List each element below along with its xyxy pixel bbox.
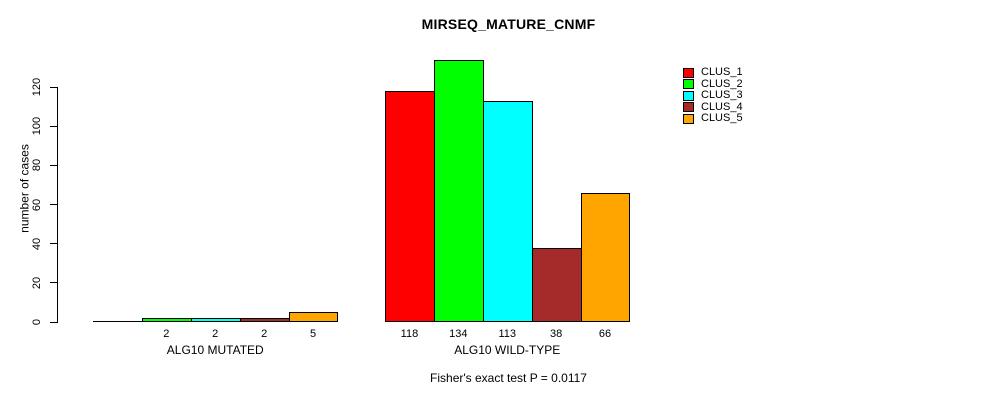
bar-clus_2-group1	[141, 318, 192, 322]
bar-value-label: 66	[598, 328, 612, 340]
bar-value-label: 5	[309, 328, 317, 340]
bar-value-label: 38	[550, 328, 563, 340]
bar-clus_5-group1	[288, 312, 339, 322]
legend-label: CLUS_3	[701, 89, 743, 102]
chart-title: MIRSEQ_MATURE_CNMF	[421, 16, 596, 32]
y-tick-label: 40	[31, 237, 43, 250]
bar-clus_1-group1-zero	[93, 321, 143, 322]
bar-value-label: 118	[400, 328, 419, 340]
legend-label: CLUS_2	[701, 77, 743, 90]
y-axis-tick	[50, 243, 57, 245]
y-tick-label: 120	[31, 77, 43, 97]
bar-clus_5-group2	[580, 192, 631, 322]
bar-clus_4-group2	[531, 247, 582, 322]
legend-swatch-clus_4	[683, 102, 694, 113]
y-tick-label: 20	[31, 276, 43, 289]
legend-label: CLUS_4	[701, 100, 743, 113]
legend-label: CLUS_1	[701, 66, 743, 79]
bar-clus_3-group1	[190, 318, 241, 322]
legend-swatch-clus_2	[683, 79, 694, 90]
bar-value-label: 134	[449, 328, 468, 340]
bar-value-label: 2	[163, 328, 170, 340]
legend-swatch-clus_1	[683, 67, 694, 78]
bar-value-label: 113	[498, 328, 517, 340]
bar-clus_3-group2	[482, 100, 533, 322]
legend: CLUS_1 CLUS_2 CLUS_3 CLUS_4 CLUS_5	[683, 67, 743, 125]
legend-item-clus_4: CLUS_4	[683, 100, 743, 114]
y-tick-label: 100	[31, 116, 43, 136]
legend-swatch-clus_3	[683, 90, 694, 101]
legend-item-clus_1: CLUS_1	[683, 67, 743, 79]
y-axis-tick	[50, 164, 57, 166]
legend-label: CLUS_5	[701, 112, 743, 125]
fisher-test-annotation: Fisher's exact test P = 0.0117	[430, 371, 587, 385]
bar-clus_4-group1	[239, 318, 290, 322]
legend-swatch-clus_5	[683, 113, 694, 124]
legend-item-clus_5: CLUS_5	[683, 113, 743, 125]
y-axis	[57, 87, 58, 323]
y-tick-label: 60	[31, 198, 43, 211]
bar-clus_2-group2	[433, 59, 484, 322]
y-tick-label: 80	[31, 159, 43, 172]
y-axis-tick	[50, 204, 57, 205]
y-axis-tick	[50, 125, 57, 127]
group-label: ALG10 MUTATED	[166, 343, 264, 357]
y-axis-tick	[50, 282, 57, 284]
legend-item-clus_2: CLUS_2	[683, 77, 743, 91]
y-axis-tick	[50, 321, 57, 323]
bar-value-label: 2	[261, 328, 268, 340]
legend-item-clus_3: CLUS_3	[683, 90, 743, 102]
y-axis-label: number of cases	[17, 144, 32, 233]
y-tick-label: 0	[31, 318, 43, 326]
bar-value-label: 2	[212, 328, 219, 340]
y-axis-tick	[50, 86, 57, 88]
group-label: ALG10 WILD-TYPE	[454, 343, 561, 357]
bar-clus_1-group2	[385, 90, 435, 322]
